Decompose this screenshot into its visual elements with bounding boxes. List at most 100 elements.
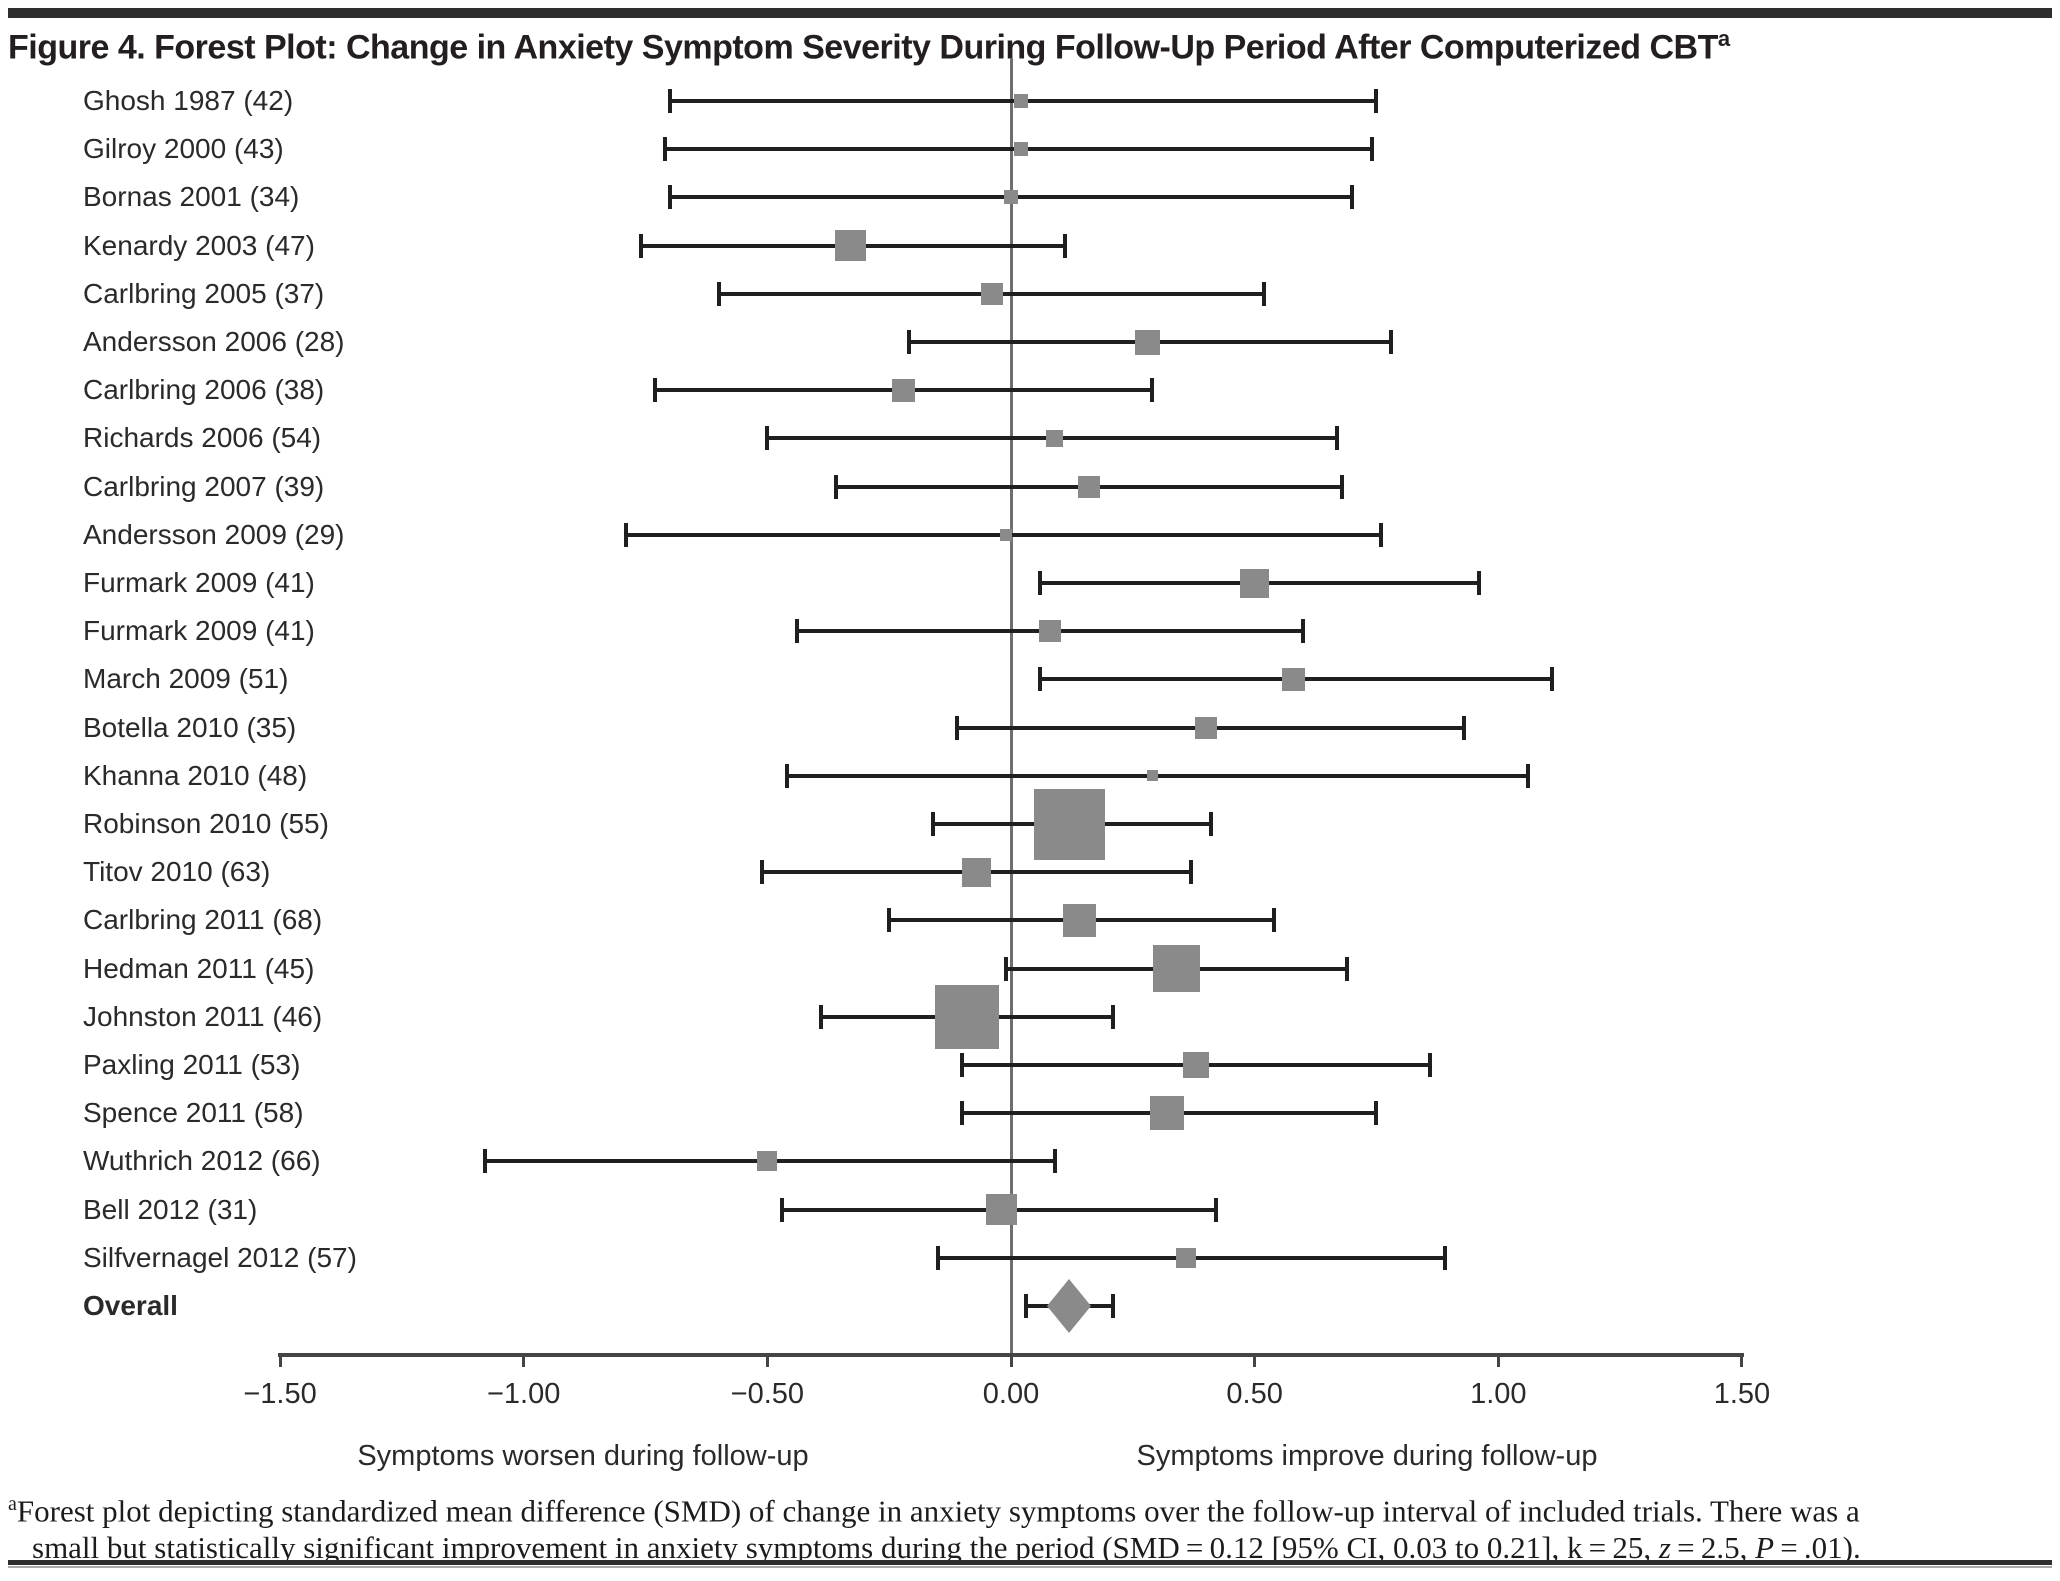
bottom-rule-shadow bbox=[8, 1566, 2052, 1568]
smd-square-marker bbox=[962, 857, 992, 887]
x-axis-tick bbox=[1496, 1353, 1500, 1367]
ci-cap-left bbox=[716, 281, 721, 306]
ci-cap-right bbox=[1389, 330, 1394, 354]
smd-square-marker bbox=[1153, 945, 1201, 993]
ci-cap-left bbox=[818, 1004, 823, 1029]
study-label: Andersson 2006 (28) bbox=[83, 326, 345, 357]
ci-cap-left bbox=[960, 1053, 965, 1077]
smd-square-marker bbox=[1062, 903, 1096, 937]
study-label: Carlbring 2005 (37) bbox=[83, 277, 325, 309]
study-label: Carlbring 2007 (39) bbox=[83, 470, 325, 502]
bottom-rule bbox=[8, 1560, 2052, 1565]
smd-square-marker bbox=[1000, 528, 1013, 541]
x-axis-label-right: Symptoms improve during follow-up bbox=[1136, 1440, 1598, 1472]
footnote-text: = .01). bbox=[1774, 1530, 1861, 1566]
ci-cap-right bbox=[1111, 1004, 1116, 1029]
figure-title-superscript: a bbox=[1717, 26, 1730, 51]
smd-square-marker bbox=[1013, 94, 1028, 108]
ci-cap-left bbox=[833, 474, 838, 499]
ci-cap-left bbox=[1038, 571, 1043, 595]
smd-square-marker bbox=[1149, 1096, 1184, 1131]
ci-cap-left bbox=[779, 1197, 784, 1222]
study-label: Ghosh 1987 (42) bbox=[83, 85, 294, 116]
zero-reference-line bbox=[1009, 58, 1013, 1353]
smd-square-marker bbox=[935, 984, 1000, 1049]
ci-cap-right bbox=[1213, 1197, 1218, 1222]
smd-square-marker bbox=[1134, 329, 1160, 355]
ci-cap-left bbox=[667, 89, 672, 113]
ci-cap-right bbox=[1525, 763, 1530, 788]
ci-cap-right bbox=[1301, 619, 1306, 644]
x-axis-tick bbox=[765, 1353, 769, 1367]
ci-cap-left bbox=[624, 522, 629, 547]
ci-cap-left bbox=[784, 763, 789, 788]
ci-cap-left bbox=[960, 1101, 965, 1126]
smd-square-marker bbox=[1038, 620, 1061, 643]
study-label: Spence 2011 (58) bbox=[83, 1097, 304, 1129]
ci-cap-right bbox=[1150, 378, 1155, 403]
x-axis-tick bbox=[278, 1353, 282, 1367]
ci-cap-right bbox=[1369, 137, 1374, 162]
smd-square-marker bbox=[1013, 142, 1028, 157]
ci-cap-right bbox=[1462, 715, 1467, 740]
ci-cap-right bbox=[1335, 426, 1340, 451]
study-label: Andersson 2009 (29) bbox=[83, 518, 345, 550]
x-axis-tick bbox=[1253, 1353, 1257, 1367]
figure-title-text: Figure 4. Forest Plot: Change in Anxiety… bbox=[8, 28, 1718, 67]
x-axis-tick bbox=[1009, 1353, 1013, 1367]
ci-cap-left bbox=[482, 1149, 487, 1174]
smd-square-marker bbox=[834, 230, 866, 262]
smd-square-marker bbox=[1194, 716, 1217, 739]
study-label: Gilroy 2000 (43) bbox=[83, 133, 284, 165]
study-label: March 2009 (51) bbox=[83, 663, 289, 695]
ci-cap-left bbox=[663, 137, 668, 162]
overall-ci-cap-left bbox=[1023, 1294, 1028, 1318]
study-label: Khanna 2010 (48) bbox=[83, 759, 308, 791]
ci-cap-left bbox=[955, 715, 960, 740]
footnote-text: Forest plot depicting standardized mean … bbox=[16, 1493, 1860, 1529]
footnote-superscript: a bbox=[8, 1493, 17, 1515]
ci-cap-left bbox=[935, 1245, 940, 1270]
x-axis-tick bbox=[1740, 1353, 1744, 1367]
overall-label: Overall bbox=[83, 1290, 178, 1321]
study-label: Bell 2012 (31) bbox=[83, 1193, 258, 1225]
ci-cap-right bbox=[1052, 1149, 1057, 1174]
study-label: Silfvernagel 2012 (57) bbox=[83, 1241, 357, 1273]
x-axis-tick-label: −1.00 bbox=[486, 1378, 561, 1410]
smd-square-marker bbox=[985, 1194, 1017, 1226]
ci-cap-right bbox=[1350, 185, 1355, 210]
ci-cap-right bbox=[1272, 908, 1277, 933]
x-axis-tick-label: 0.50 bbox=[1226, 1378, 1283, 1410]
overall-ci-cap-right bbox=[1111, 1294, 1116, 1318]
ci-cap-right bbox=[1476, 571, 1481, 595]
ci-cap-right bbox=[1189, 860, 1194, 885]
ci-cap-left bbox=[906, 330, 911, 354]
ci-cap-right bbox=[1379, 522, 1384, 547]
study-label: Botella 2010 (35) bbox=[83, 711, 297, 743]
ci-cap-right bbox=[1208, 812, 1213, 836]
smd-square-marker bbox=[1046, 429, 1064, 447]
smd-square-marker bbox=[892, 378, 916, 402]
smd-square-marker bbox=[1176, 1247, 1197, 1268]
study-label: Richards 2006 (54) bbox=[83, 422, 322, 454]
smd-square-marker bbox=[1004, 190, 1018, 205]
smd-square-marker bbox=[1146, 770, 1158, 782]
ci-cap-right bbox=[1340, 474, 1345, 499]
ci-cap-left bbox=[1038, 667, 1043, 692]
ci-cap-left bbox=[638, 233, 643, 258]
study-label: Wuthrich 2012 (66) bbox=[83, 1145, 321, 1177]
smd-square-marker bbox=[1240, 568, 1270, 598]
study-label: Furmark 2009 (41) bbox=[83, 567, 315, 598]
ci-cap-right bbox=[1549, 667, 1554, 692]
footnote-text: small but statistically significant impr… bbox=[32, 1530, 1659, 1566]
footnote-text: z bbox=[1658, 1530, 1671, 1566]
footnote-text: = 2.5, bbox=[1670, 1530, 1756, 1566]
study-label: Titov 2010 (63) bbox=[83, 856, 271, 888]
smd-square-marker bbox=[1033, 788, 1105, 860]
x-axis-tick bbox=[522, 1353, 526, 1367]
study-label: Carlbring 2006 (38) bbox=[83, 374, 325, 406]
x-axis-label-left: Symptoms worsen during follow-up bbox=[357, 1440, 809, 1472]
ci-cap-left bbox=[653, 378, 658, 403]
ci-cap-right bbox=[1428, 1053, 1433, 1077]
smd-square-marker bbox=[1077, 475, 1100, 498]
